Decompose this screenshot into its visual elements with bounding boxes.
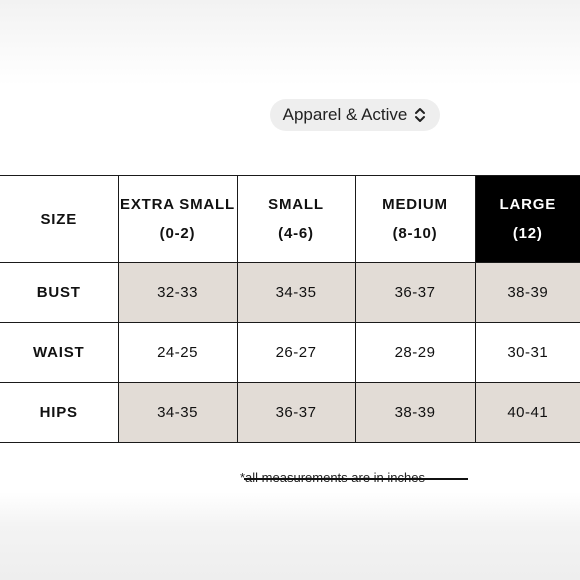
category-selector[interactable]: Apparel & Active [270, 99, 440, 131]
table-row: BUST 32-33 34-35 36-37 38-39 [0, 262, 580, 323]
table-header-row: SIZE EXTRA SMALL (0-2) SMALL (4-6) MEDIU… [0, 175, 580, 263]
col-range: (4-6) [278, 225, 314, 242]
table-cell: 34-35 [117, 382, 238, 443]
col-range: (0-2) [159, 225, 196, 242]
row-label: HIPS [0, 382, 119, 443]
measurement-footnote: *all measurements are in inches [240, 470, 425, 485]
col-name: EXTRA SMALL [120, 196, 235, 213]
size-header: SIZE [0, 175, 119, 263]
table-row: HIPS 34-35 36-37 38-39 40-41 [0, 382, 580, 443]
col-range: (8-10) [392, 225, 438, 242]
table-cell: 30-31 [474, 322, 580, 383]
table-cell: 24-25 [117, 322, 238, 383]
table-cell: 36-37 [236, 382, 356, 443]
col-extra-small: EXTRA SMALL (0-2) [117, 175, 238, 263]
table-cell: 36-37 [354, 262, 476, 323]
table-cell: 38-39 [474, 262, 580, 323]
col-large: LARGE (12) [474, 175, 580, 263]
col-name: MEDIUM [382, 196, 448, 213]
row-label: BUST [0, 262, 119, 323]
table-cell: 34-35 [236, 262, 356, 323]
table-cell: 38-39 [354, 382, 476, 443]
chevron-updown-icon [415, 108, 426, 122]
col-small: SMALL (4-6) [236, 175, 356, 263]
bottom-background [0, 492, 580, 580]
col-range: (12) [512, 225, 543, 242]
table-cell: 28-29 [354, 322, 476, 383]
table-row: WAIST 24-25 26-27 28-29 30-31 [0, 322, 580, 383]
table-cell: 26-27 [236, 322, 356, 383]
table-cell: 32-33 [117, 262, 238, 323]
top-background [0, 0, 580, 86]
col-medium: MEDIUM (8-10) [354, 175, 476, 263]
strikethrough-line [244, 478, 468, 480]
col-name: LARGE [499, 196, 556, 213]
size-chart-table: SIZE EXTRA SMALL (0-2) SMALL (4-6) MEDIU… [0, 175, 580, 443]
table-cell: 40-41 [474, 382, 580, 443]
category-selector-label: Apparel & Active [282, 105, 408, 124]
row-label: WAIST [0, 322, 119, 383]
col-name: SMALL [268, 196, 324, 213]
